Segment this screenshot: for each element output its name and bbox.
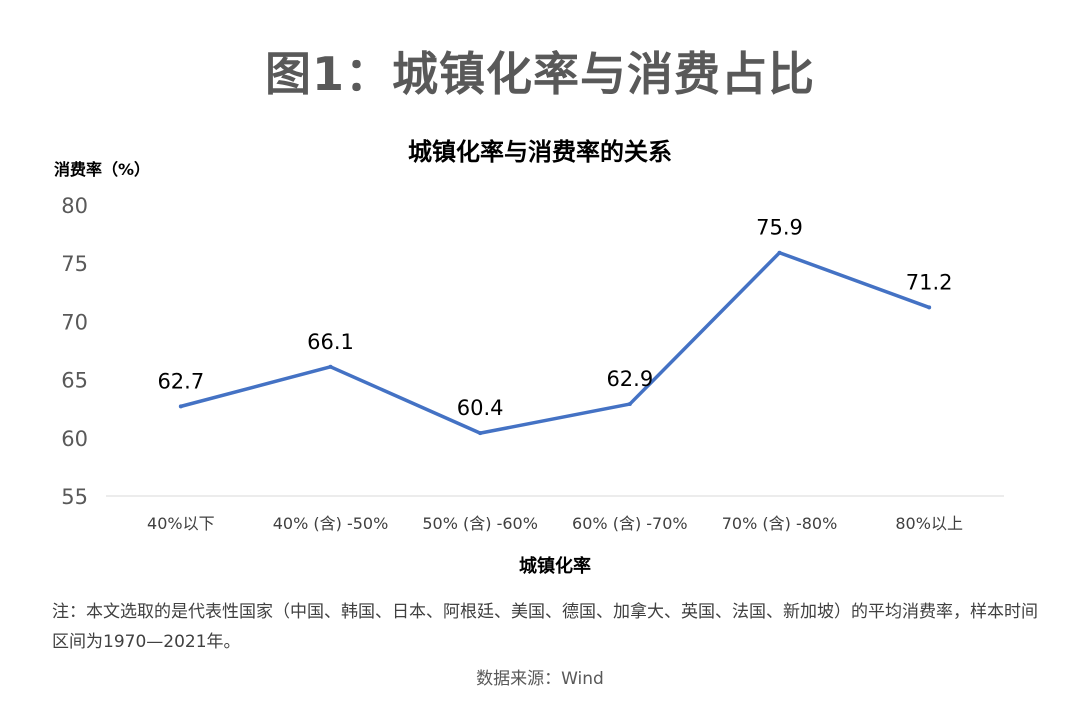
- data-label: 75.9: [756, 216, 803, 240]
- y-tick-label: 80: [61, 194, 88, 218]
- data-label: 71.2: [906, 270, 953, 294]
- x-axis-label: 城镇化率: [519, 555, 591, 577]
- series-line-group: [179, 250, 931, 435]
- y-tick-labels: 55 60 65 70 75 80: [61, 194, 88, 509]
- y-tick-label: 75: [61, 252, 88, 276]
- y-tick-label: 65: [61, 369, 88, 393]
- data-point: [178, 404, 183, 409]
- figure-title: 图1：城镇化率与消费占比: [264, 47, 815, 101]
- y-tick-label: 55: [61, 485, 88, 509]
- data-labels: 62.7 66.1 60.4 62.9 75.9 71.2: [157, 216, 952, 420]
- data-label: 60.4: [457, 396, 504, 420]
- y-tick-label: 60: [61, 427, 88, 451]
- data-point: [927, 305, 932, 310]
- data-point: [328, 364, 333, 369]
- data-point: [478, 431, 483, 436]
- data-label: 66.1: [307, 330, 354, 354]
- footnote: 注：本文选取的是代表性国家（中国、韩国、日本、阿根廷、美国、德国、加拿大、英国、…: [52, 602, 1038, 652]
- series-line: [179, 250, 931, 435]
- data-points: [178, 250, 932, 436]
- data-source: 数据来源：Wind: [476, 669, 604, 689]
- data-point: [627, 402, 632, 407]
- x-tick-label: 80%以上: [895, 514, 963, 533]
- x-tick-label: 50% (含) -60%: [422, 514, 538, 533]
- y-tick-label: 70: [61, 310, 88, 334]
- y-axis-label: 消费率（%）: [54, 160, 150, 179]
- chart-title: 城镇化率与消费率的关系: [408, 138, 672, 166]
- x-tick-labels: 40%以下 40% (含) -50% 50% (含) -60% 60% (含) -70…: [147, 514, 963, 533]
- x-tick-label: 40%以下: [147, 514, 215, 533]
- x-tick-label: 70% (含) -80%: [722, 514, 838, 533]
- data-label: 62.7: [157, 369, 204, 393]
- data-point: [777, 250, 782, 255]
- x-tick-label: 40% (含) -50%: [273, 514, 389, 533]
- data-label: 62.9: [606, 367, 653, 391]
- x-tick-label: 60% (含) -70%: [572, 514, 688, 533]
